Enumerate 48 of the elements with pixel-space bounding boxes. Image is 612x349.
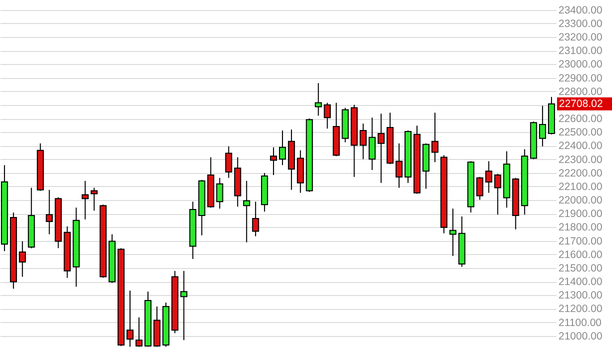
candlestick xyxy=(46,189,53,235)
y-tick-label: 23100.00 xyxy=(558,45,602,58)
y-tick-label: 22000.00 xyxy=(558,194,602,207)
candlestick xyxy=(324,102,331,130)
y-tick-label: 22100.00 xyxy=(558,180,602,193)
candlestick xyxy=(539,105,546,147)
candlestick xyxy=(368,117,376,171)
candlestick xyxy=(278,130,286,166)
candlestick xyxy=(431,112,438,163)
y-tick-label: 22300.00 xyxy=(558,154,602,166)
candlestick xyxy=(216,177,224,210)
y-tick-label: 21900.00 xyxy=(558,208,602,220)
y-tick-label: 23300.00 xyxy=(558,18,602,30)
candlestick xyxy=(126,290,134,348)
candlestick xyxy=(225,146,232,178)
y-tick-label: 21700.00 xyxy=(558,235,602,248)
y-tick-label: 23400.00 xyxy=(558,4,602,16)
candlestick xyxy=(90,187,98,212)
y-tick-label: 21600.00 xyxy=(558,248,602,261)
y-tick-label: 22500.00 xyxy=(558,126,602,139)
y-tick-label: 23200.00 xyxy=(558,32,602,44)
y-tick-label: 22900.00 xyxy=(558,72,602,84)
candlestick xyxy=(494,173,502,216)
y-tick-label: 23000.00 xyxy=(558,58,602,71)
candlestick xyxy=(180,270,188,341)
text: 22708.02 xyxy=(559,98,603,110)
candlestick xyxy=(270,146,278,176)
y-tick-label: 21400.00 xyxy=(558,276,602,288)
candlestick xyxy=(378,113,385,184)
y-tick-label: 21200.00 xyxy=(558,303,602,316)
candlestick xyxy=(449,208,456,256)
candlestick xyxy=(82,180,89,220)
y-tick-label: 21300.00 xyxy=(558,290,602,302)
y-tick-label: 21000.00 xyxy=(558,330,602,342)
candlestick xyxy=(136,316,142,348)
y-tick-label: 22800.00 xyxy=(558,86,602,98)
y-tick-label: 22600.00 xyxy=(558,113,602,126)
candlestick xyxy=(360,123,367,160)
y-tick-label: 22200.00 xyxy=(558,167,602,180)
y-tick-label: 21100.00 xyxy=(558,316,602,329)
candlestick xyxy=(243,180,250,243)
y-tick-label: 22400.00 xyxy=(558,140,602,152)
candlestick xyxy=(396,142,403,188)
candlestick xyxy=(252,201,260,237)
candlestick xyxy=(18,240,26,278)
y-tick-label: 21500.00 xyxy=(558,262,602,274)
y-tick-label: 21800.00 xyxy=(558,222,602,234)
candlestick xyxy=(314,82,322,116)
